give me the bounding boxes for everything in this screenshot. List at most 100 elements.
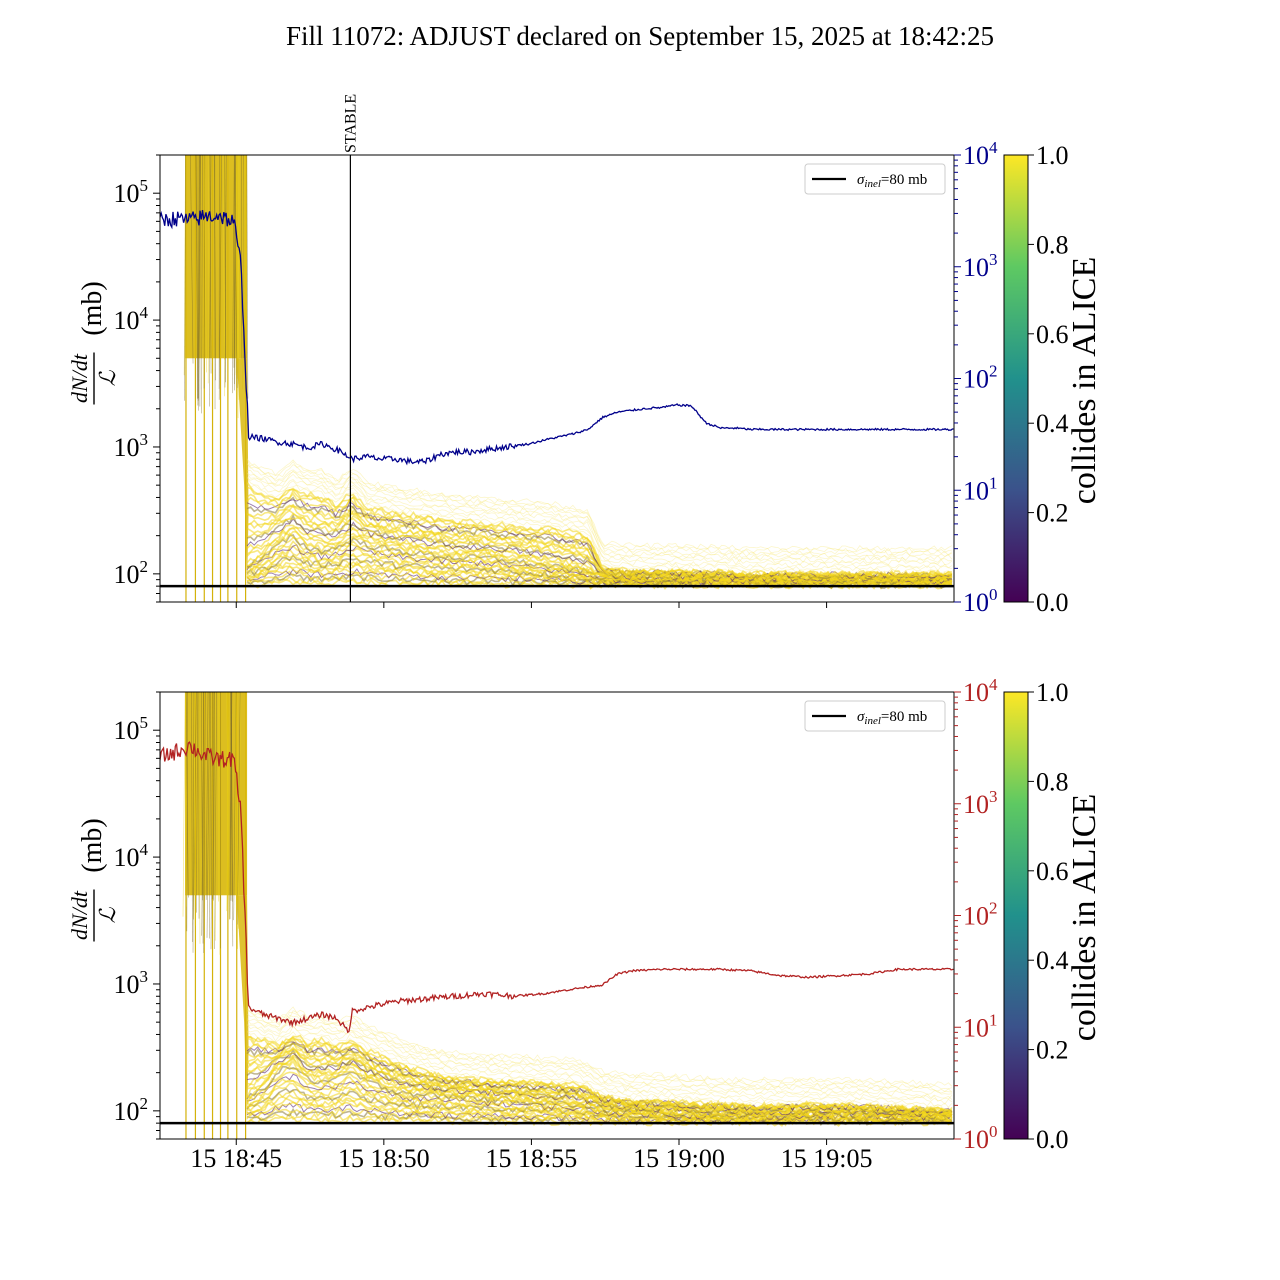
plot-area: [160, 155, 954, 602]
bunch-trace-faint: [246, 1013, 952, 1094]
early-trace: [198, 692, 201, 944]
bunch-trace-faint: [247, 1023, 953, 1102]
x-tick-label: 15 18:45: [190, 1144, 282, 1173]
y2-tick-exponent: 3: [989, 250, 998, 269]
y-tick-label: 102: [114, 557, 149, 589]
early-trace-drop: [236, 895, 249, 1122]
legend: σinel=80 mb: [804, 700, 946, 732]
colorbar-tick-label: 0.4: [1036, 409, 1069, 438]
bunch-trace-faint: [246, 1008, 953, 1090]
bunch-trace-faint: [247, 1018, 952, 1095]
early-trace: [210, 692, 213, 950]
y-tick-base: 10: [114, 716, 140, 745]
early-trace: [232, 155, 235, 394]
y2-tick-label: 104: [963, 138, 998, 170]
early-trace: [192, 692, 195, 953]
legend-label-value: =80 mb: [881, 172, 927, 188]
legend-label-symbol: σ: [857, 172, 865, 188]
y2-tick-base: 10: [963, 678, 989, 707]
y-tick-label: 104: [114, 303, 149, 335]
early-trace: [242, 155, 245, 390]
y2-tick-label: 104: [963, 675, 998, 707]
bunch-trace-faint: [246, 483, 953, 575]
bunch-trace-faint: [247, 469, 953, 561]
y-tick-exponent: 5: [140, 713, 149, 732]
legend-label-subscript: inel: [864, 715, 881, 727]
colorbar-tick-label: 0.8: [1036, 230, 1069, 259]
bunch-trace-faint: [247, 1010, 953, 1093]
bunch-trace-faint: [247, 1006, 953, 1087]
legend-box: [804, 700, 946, 732]
early-trace: [224, 155, 227, 388]
colorbar: [1003, 691, 1029, 1140]
colorbar-label: collides in ALICE: [1066, 257, 1103, 504]
y-tick-label: 103: [114, 430, 149, 462]
y2-tick-label: 101: [963, 473, 998, 505]
bunch-trace-faint: [246, 1023, 953, 1105]
y-tick-base: 10: [114, 970, 140, 999]
early-trace: [240, 155, 243, 360]
x-tick-label: 15 19:00: [633, 1144, 725, 1173]
early-trace: [196, 692, 199, 913]
x-tick-label: 15 18:50: [338, 1144, 430, 1173]
legend-label-value: =80 mb: [881, 709, 927, 725]
secondary-series-line: [160, 210, 954, 466]
y2-tick-base: 10: [963, 141, 989, 170]
early-trace: [184, 155, 186, 401]
y2-tick-base: 10: [963, 588, 989, 617]
bunch-trace-faint: [247, 1025, 953, 1108]
bunch-trace-faint: [246, 1031, 953, 1111]
y2-tick-exponent: 0: [989, 585, 998, 604]
early-trace: [212, 692, 215, 899]
y2-tick-exponent: 2: [989, 899, 998, 918]
early-trace: [190, 155, 194, 364]
y2-tick-base: 10: [963, 790, 989, 819]
bunch-trace-faint: [246, 463, 953, 559]
y-tick-base: 10: [114, 843, 140, 872]
stable-label: STABLE: [342, 94, 359, 153]
bunch-trace: [247, 534, 953, 585]
y2-tick-label: 101: [963, 1010, 998, 1042]
bunch-trace-faint: [246, 470, 952, 564]
early-trace: [229, 692, 231, 919]
y-tick-exponent: 4: [140, 303, 149, 322]
y-tick-base: 10: [114, 433, 140, 462]
early-trace: [182, 692, 186, 917]
colorbar-tick-label: 0.4: [1036, 946, 1069, 975]
legend-label: σinel=80 mb: [857, 709, 927, 727]
early-trace: [205, 692, 209, 900]
early-trace: [201, 692, 205, 936]
early-trace: [237, 692, 242, 929]
bunch-trace: [246, 481, 953, 578]
y-tick-label: 105: [114, 176, 149, 208]
colorbar-tick-label: 0.0: [1036, 1125, 1069, 1154]
bunch-trace-faint: [246, 463, 953, 556]
early-trace: [214, 692, 217, 949]
y-tick-exponent: 2: [140, 557, 149, 576]
y2-tick-label: 102: [963, 362, 998, 394]
early-trace: [206, 692, 210, 938]
y-tick-label: 105: [114, 713, 149, 745]
colorbar-tick-label: 0.6: [1036, 857, 1069, 886]
y-tick-exponent: 3: [140, 430, 149, 449]
y-axis-label: dN/dt ℒ (mb): [67, 818, 120, 942]
colorbar-tick-label: 1.0: [1036, 141, 1069, 170]
y2-tick-label: 103: [963, 787, 998, 819]
bunch-trace: [246, 1071, 953, 1122]
y-axis-label-numerator: dN/dt: [67, 890, 92, 940]
y2-tick-exponent: 1: [989, 473, 998, 492]
bunch-trace-faint: [246, 1018, 953, 1100]
colorbar-tick-label: 0.2: [1036, 499, 1069, 528]
y-axis-label: dN/dt ℒ (mb): [67, 281, 120, 405]
early-trace: [207, 155, 210, 384]
secondary-series-line: [160, 741, 954, 1034]
early-trace: [231, 692, 234, 947]
legend-label: σinel=80 mb: [857, 172, 927, 190]
y2-tick-label: 100: [963, 1122, 998, 1154]
y2-tick-base: 10: [963, 902, 989, 931]
y-axis-label-unit: (mb): [77, 281, 108, 335]
bunch-trace: [246, 512, 953, 582]
y-tick-base: 10: [114, 179, 140, 208]
bunch-trace-faint: [246, 477, 953, 569]
